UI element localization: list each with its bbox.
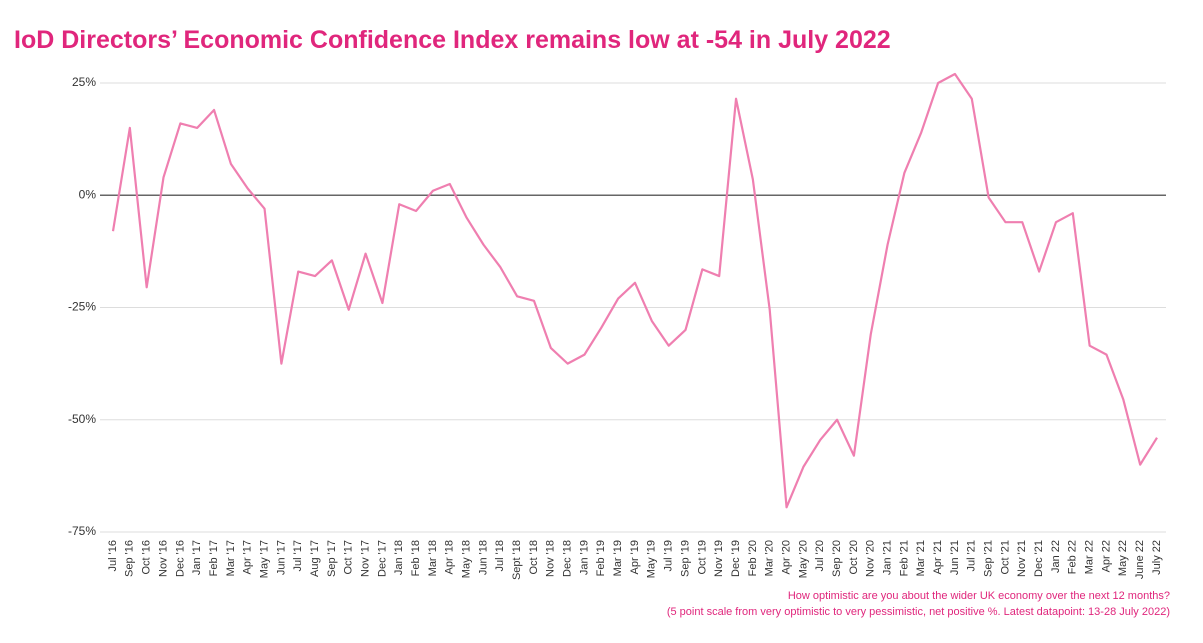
x-tick-label: Aug '17	[309, 540, 321, 577]
x-tick-label: Jul '19	[663, 540, 675, 571]
x-tick-label: Jan '18	[393, 540, 405, 575]
x-tick-label: Mar 22	[1084, 540, 1096, 574]
x-tick-label: Sep '17	[326, 540, 338, 577]
x-tick-label: Feb '17	[208, 540, 220, 576]
x-tick-label: May '17	[258, 540, 270, 578]
x-tick-label: Feb '20	[747, 540, 759, 576]
x-tick-label: May 22	[1117, 540, 1129, 576]
x-tick-label: Feb '18	[410, 540, 422, 576]
y-tick-label: 0%	[79, 187, 97, 201]
x-tick-label: Sept '18	[511, 540, 523, 580]
note: (5 point scale from very optimistic to v…	[667, 606, 1170, 618]
x-tick-label: Jul '18	[494, 540, 506, 571]
x-tick-label: Dec '16	[174, 540, 186, 577]
x-tick-label: Apr '20	[780, 540, 792, 575]
x-tick-label: Apr '21	[932, 540, 944, 575]
x-tick-label: Nov '19	[713, 540, 725, 577]
x-tick-label: Apr '18	[444, 540, 456, 575]
x-tick-label: Jan '21	[881, 540, 893, 575]
x-tick-label: Jun '21	[949, 540, 961, 575]
x-tick-label: Mar '19	[612, 540, 624, 576]
x-tick-label: Mar '21	[915, 540, 927, 576]
chart-title: IoD Directors’ Economic Confidence Index…	[14, 26, 891, 54]
y-tick-label: -25%	[68, 300, 96, 314]
x-tick-label: Sep '16	[124, 540, 136, 577]
x-tick-label: Nov '16	[157, 540, 169, 577]
x-tick-label: Sep '19	[679, 540, 691, 577]
x-tick-label: Sep '20	[831, 540, 843, 577]
x-tick-label: Oct '19	[696, 540, 708, 575]
x-tick-label: Oct '17	[343, 540, 355, 575]
x-tick-label: Mar '18	[427, 540, 439, 576]
x-tick-label: Jan '17	[191, 540, 203, 575]
x-tick-label: Mar '20	[764, 540, 776, 576]
y-tick-label: -50%	[68, 412, 96, 426]
x-tick-label: Nov '21	[1016, 540, 1028, 577]
x-tick-label: Nov '17	[359, 540, 371, 577]
x-tick-label: Feb '21	[898, 540, 910, 576]
x-tick-label: Jun '18	[477, 540, 489, 575]
x-tick-label: July 22	[1151, 540, 1163, 575]
x-tick-label: May '19	[646, 540, 658, 578]
x-tick-label: Jan '19	[578, 540, 590, 575]
x-tick-label: Jan 22	[1050, 540, 1062, 573]
x-tick-label: Jul '21	[966, 540, 978, 571]
x-tick-label: Oct '20	[848, 540, 860, 575]
note: How optimistic are you about the wider U…	[788, 590, 1170, 602]
x-tick-label: Apr 22	[1100, 540, 1112, 572]
x-tick-label: Feb '19	[595, 540, 607, 576]
x-tick-label: Oct '16	[141, 540, 153, 575]
x-tick-label: Nov '18	[545, 540, 557, 577]
x-tick-label: Apr '19	[629, 540, 641, 575]
line	[111, 72, 1158, 509]
x-tick-label: Dec '19	[730, 540, 742, 577]
y-tick-label: -75%	[68, 524, 96, 538]
y-tick-label: 25%	[72, 75, 96, 89]
x-tick-label: Dec '17	[376, 540, 388, 577]
x-tick-label: June 22	[1134, 540, 1146, 579]
x-tick-label: Mar '17	[225, 540, 237, 576]
x-tick-label: Nov '20	[865, 540, 877, 577]
x-tick-label: Jul '17	[292, 540, 304, 571]
x-tick-label: Sep '21	[983, 540, 995, 577]
x-tick-label: Apr '17	[242, 540, 254, 575]
x-tick-label: Oct '21	[999, 540, 1011, 575]
x-tick-label: Jul '20	[814, 540, 826, 571]
x-tick-label: Jul '16	[107, 540, 119, 571]
x-tick-label: May '20	[797, 540, 809, 578]
x-tick-label: Dec '18	[562, 540, 574, 577]
x-tick-label: Feb 22	[1067, 540, 1079, 574]
x-tick-label: Jun '17	[275, 540, 287, 575]
x-tick-label: Dec '21	[1033, 540, 1045, 577]
x-tick-label: May '18	[461, 540, 473, 578]
x-tick-label: Oct '18	[528, 540, 540, 575]
